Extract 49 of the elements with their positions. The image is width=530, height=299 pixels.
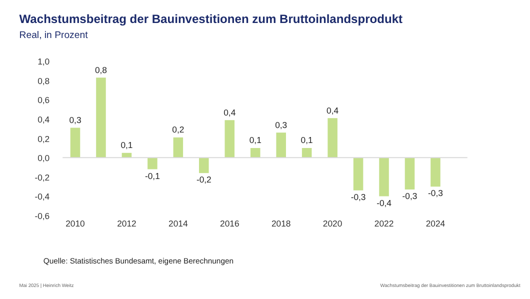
data-label: 0,8	[94, 64, 108, 75]
bar	[379, 158, 389, 196]
y-tick-label: 0,6	[38, 95, 50, 106]
data-label: 0,1	[249, 135, 262, 146]
x-tick-label: 2024	[426, 218, 446, 229]
data-label: -0,3	[350, 192, 366, 202]
y-tick-label: 0,2	[38, 134, 50, 144]
chart-subtitle: Real, in Prozent	[19, 30, 88, 42]
bar	[70, 128, 80, 158]
bar	[430, 158, 440, 187]
data-label: -0,2	[196, 174, 212, 185]
bar	[250, 148, 260, 158]
y-tick-label: -0,2	[34, 172, 50, 182]
x-tick-label: 2012	[117, 218, 137, 229]
y-tick-label: 0,0	[38, 153, 50, 164]
y-tick-label: -0,6	[34, 210, 50, 221]
data-label: 0,4	[326, 105, 339, 116]
bar	[148, 158, 158, 170]
data-label: -0,4	[376, 198, 392, 208]
data-label: -0,3	[428, 188, 444, 198]
x-tick-label: 2018	[271, 218, 291, 229]
source-note: Quelle: Statistisches Bundesamt, eigene Berechnungen	[43, 256, 234, 266]
bar	[224, 120, 235, 158]
x-tick-label: 2014	[168, 218, 188, 229]
data-label: -0,3	[402, 191, 418, 202]
data-label: -0,1	[144, 170, 160, 181]
data-label: 0,3	[69, 114, 82, 125]
data-label: 0,3	[275, 120, 288, 130]
data-label: 0,2	[172, 124, 184, 135]
bar	[328, 118, 338, 158]
x-tick-label: 2022	[374, 218, 394, 229]
bar	[302, 148, 312, 158]
x-tick-label: 2016	[220, 218, 240, 229]
x-tick-label: 2010	[66, 218, 86, 229]
y-tick-label: 0,4	[38, 114, 50, 124]
bar	[404, 158, 415, 190]
bar	[199, 158, 209, 174]
y-tick-label: -0,4	[34, 192, 50, 202]
bar	[353, 158, 364, 190]
bar	[173, 137, 184, 158]
data-label: 0,4	[224, 107, 236, 118]
data-label: 0,1	[120, 140, 133, 150]
bar	[96, 78, 106, 158]
data-label: 0,1	[300, 135, 314, 146]
y-tick-label: 0,8	[38, 76, 50, 86]
y-tick-label: 1,0	[38, 56, 50, 67]
chart-title: Wachstumsbeitrag der Bauinvestitionen zum Bruttoinlandsprodukt	[19, 12, 403, 26]
x-tick-label: 2020	[322, 218, 342, 229]
bar	[276, 132, 286, 158]
